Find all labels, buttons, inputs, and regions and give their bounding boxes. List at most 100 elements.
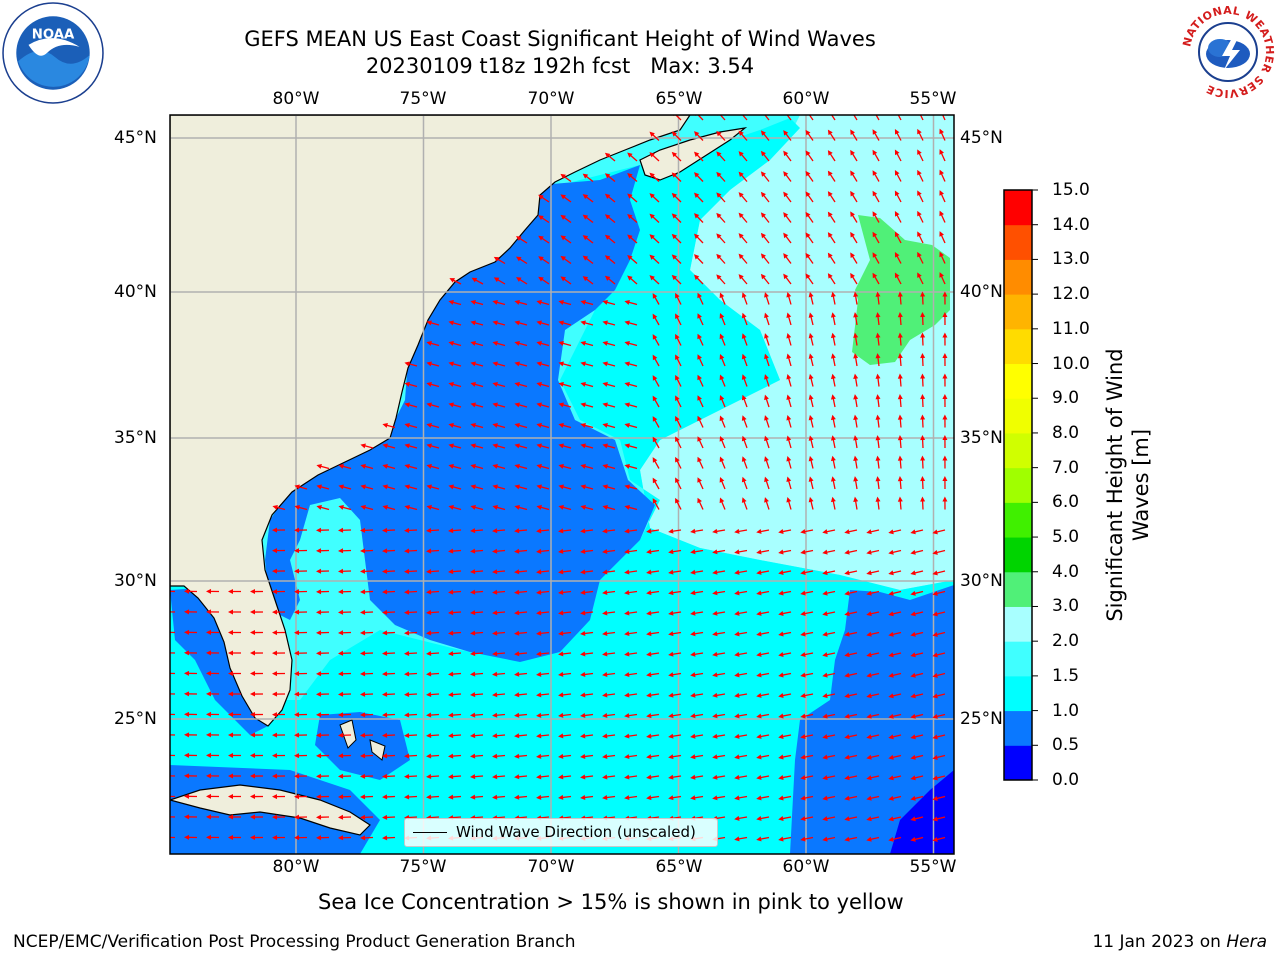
wind-wave-arrow-head	[783, 273, 789, 280]
wind-wave-arrow-head	[844, 631, 850, 637]
wind-wave-arrow-head	[493, 277, 500, 283]
wind-wave-arrow-head	[844, 529, 850, 535]
wind-wave-arrow-head	[844, 549, 850, 555]
wind-wave-arrow-head	[538, 235, 544, 241]
wind-wave-arrow-head	[382, 712, 388, 718]
wind-wave-arrow-head	[734, 754, 740, 760]
wind-wave-arrow-head	[712, 774, 718, 780]
wind-wave-arrow-head	[866, 693, 872, 699]
wind-wave-arrow-head	[536, 505, 542, 510]
wind-wave-arrow-head	[719, 374, 725, 381]
wind-wave-arrow-head	[404, 753, 410, 759]
wind-wave-arrow-head	[162, 773, 167, 778]
wind-wave-arrow-shaft	[758, 858, 769, 860]
wind-wave-arrow-head	[184, 773, 190, 779]
lon-label-top-75w: 75°W	[399, 89, 447, 109]
wind-wave-arrow-head	[536, 692, 542, 698]
wind-wave-arrow-head	[492, 630, 498, 636]
wind-wave-arrow-head	[560, 235, 566, 241]
wind-wave-arrow-head	[897, 455, 903, 461]
wind-wave-arrow-head	[805, 252, 811, 259]
wind-wave-arrow-head	[932, 631, 938, 637]
wind-wave-arrow-head	[492, 341, 498, 346]
wind-wave-arrow-head	[697, 313, 702, 319]
wind-wave-arrow-head	[338, 835, 344, 841]
wind-wave-arrow-head	[250, 671, 256, 677]
wind-wave-arrow-head	[448, 569, 454, 575]
legend-label: Wind Wave Direction (unscaled)	[456, 823, 696, 841]
wind-wave-arrow-head	[652, 395, 658, 402]
wind-wave-arrow-head	[426, 712, 432, 718]
wind-wave-arrow-head	[580, 856, 585, 861]
wind-wave-arrow-shaft	[674, 115, 682, 121]
wind-wave-arrow-head	[582, 235, 589, 241]
wind-wave-arrow-head	[932, 836, 938, 842]
wind-wave-arrow-head	[800, 570, 806, 576]
wind-wave-arrow-head	[272, 671, 278, 677]
wind-wave-arrow-head	[404, 505, 410, 510]
wind-wave-arrow-head	[602, 423, 608, 428]
wind-wave-arrow-head	[853, 496, 859, 503]
wind-wave-arrow-head	[917, 272, 922, 278]
wind-wave-arrow-head	[338, 527, 344, 533]
colorbar-segment	[1004, 259, 1032, 295]
wind-wave-arrow-head	[382, 753, 388, 759]
wind-wave-arrow-shaft	[719, 115, 726, 121]
wind-wave-arrow-head	[697, 374, 702, 381]
colorbar-tick-label: 3.0	[1052, 596, 1080, 617]
wind-wave-arrow-head	[602, 443, 608, 449]
wind-wave-arrow-head	[514, 610, 520, 616]
wind-wave-arrow-head	[294, 712, 300, 718]
wind-wave-arrow-head	[250, 691, 256, 697]
wind-wave-arrow-head	[558, 300, 564, 305]
wind-wave-arrow-head	[492, 712, 498, 718]
wind-wave-arrow-head	[712, 569, 718, 575]
wind-wave-arrow-head	[671, 274, 678, 281]
wind-wave-arrow-head	[382, 856, 387, 861]
wind-wave-arrow-head	[492, 569, 498, 575]
wind-wave-arrow-head	[853, 394, 859, 400]
wind-wave-arrow-head	[558, 505, 564, 510]
wind-wave-arrow-head	[920, 394, 926, 400]
wind-wave-arrows	[162, 115, 948, 862]
wind-wave-arrow-head	[888, 754, 894, 760]
wind-wave-arrow-head	[627, 152, 633, 158]
wind-wave-arrow-head	[741, 333, 747, 339]
wind-wave-arrow-head	[294, 568, 300, 574]
wind-wave-arrow-head	[360, 548, 366, 554]
wind-wave-arrow-head	[470, 548, 476, 554]
wind-wave-arrow-head	[558, 589, 564, 595]
wind-wave-arrow-head	[558, 402, 564, 408]
wind-wave-arrow-head	[514, 733, 520, 739]
wind-wave-arrow-head	[830, 332, 836, 339]
wind-wave-arrow-head	[942, 332, 948, 338]
wind-wave-arrow-head	[228, 732, 234, 738]
wind-wave-arrow-head	[646, 857, 651, 862]
wind-wave-arrow-head	[827, 252, 833, 259]
wind-wave-arrow-head	[646, 590, 652, 596]
colorbar	[1003, 189, 1038, 781]
wind-wave-arrow-head	[470, 300, 476, 305]
wind-wave-arrow-head	[942, 455, 948, 461]
wind-wave-arrow-head	[778, 549, 784, 555]
wind-wave-arrow-head	[894, 170, 900, 176]
wind-wave-arrow-head	[560, 173, 566, 179]
wind-wave-arrow-head	[582, 214, 589, 220]
wind-wave-arrow-head	[800, 693, 806, 699]
wind-wave-arrow-head	[764, 353, 769, 360]
wind-wave-arrow-head	[404, 402, 410, 408]
wind-wave-arrow-shaft	[604, 858, 615, 859]
wind-wave-arrow-head	[690, 672, 696, 678]
wind-wave-arrow-head	[822, 590, 828, 596]
wind-wave-arrow-head	[822, 631, 828, 637]
gridlines	[170, 115, 954, 854]
wind-wave-arrow-head	[624, 484, 630, 490]
wind-wave-arrow-head	[942, 414, 948, 420]
wind-wave-arrow-head	[932, 590, 938, 596]
wind-wave-arrow-head	[404, 691, 410, 697]
wind-wave-arrow-head	[756, 815, 762, 821]
wind-wave-arrow-head	[294, 609, 300, 615]
wind-wave-arrow-head	[778, 590, 784, 596]
wind-wave-arrow-head	[760, 130, 766, 136]
wind-wave-arrow-head	[404, 443, 410, 449]
